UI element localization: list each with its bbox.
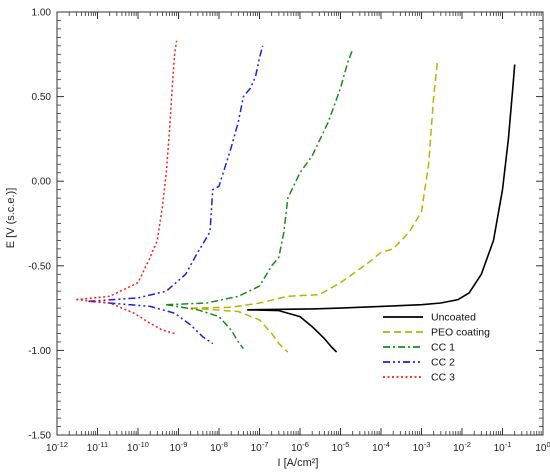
y-axis-title: E [V (s.c.e.)] <box>5 188 17 249</box>
series-cc-2 <box>88 45 264 345</box>
x-tick-label: 10-10 <box>127 440 149 454</box>
legend: Uncoated PEO coating CC 1 CC 2 CC 3 <box>383 312 490 384</box>
series-cc-3 <box>76 40 178 335</box>
series-line-anodic <box>247 64 516 311</box>
x-tick-label: 10-6 <box>291 440 309 454</box>
series-line-anodic <box>190 59 439 309</box>
y-tick-label: 1.00 <box>32 8 52 19</box>
x-tick-label: 10-2 <box>453 440 471 454</box>
y-tick-label: 0.50 <box>32 92 52 103</box>
series-uncoated <box>247 64 516 353</box>
x-tick-label: 100 <box>535 440 550 454</box>
y-tick-label: -1.00 <box>28 346 51 357</box>
legend-label: PEO coating <box>431 327 490 339</box>
x-tick-label: 10-5 <box>332 440 350 454</box>
series-line-anodic <box>88 45 264 303</box>
series-line-anodic <box>76 40 178 301</box>
x-tick-label: 10-7 <box>251 440 269 454</box>
y-tick-label: 0.00 <box>32 177 52 188</box>
x-tick-label: 10-9 <box>170 440 188 454</box>
x-axis-title: I [A/cm²] <box>278 457 319 469</box>
x-tick-label: 10-11 <box>87 440 108 454</box>
legend-label: CC 1 <box>431 342 455 354</box>
x-tick-label: 10-8 <box>210 440 228 454</box>
legend-label: CC 2 <box>431 357 455 369</box>
series-line-cathodic <box>166 303 244 350</box>
series-line-anodic <box>166 48 354 306</box>
y-tick-label: -1.50 <box>28 431 51 442</box>
series-cc-1 <box>166 48 354 350</box>
x-tick-label: 10-12 <box>46 440 68 454</box>
series-line-cathodic <box>88 300 214 345</box>
series-line-cathodic <box>190 307 289 353</box>
plot-frame <box>56 11 544 436</box>
y-tick-label: -0.50 <box>28 261 51 272</box>
series-layer <box>76 40 516 353</box>
legend-label: Uncoated <box>431 312 476 324</box>
x-tick-label: 10-3 <box>413 440 431 454</box>
series-line-cathodic <box>247 309 338 353</box>
axis-layer: 10-12 10-11 10-10 10-9 10-8 10-7 10-6 10-5 10-4 1… <box>28 8 550 455</box>
series-peo-coating <box>190 59 439 353</box>
legend-label: CC 3 <box>431 372 455 384</box>
x-tick-label: 10-4 <box>372 440 390 454</box>
series-line-cathodic <box>76 298 175 335</box>
x-tick-label: 10-1 <box>494 440 512 454</box>
plot-area <box>56 11 544 436</box>
